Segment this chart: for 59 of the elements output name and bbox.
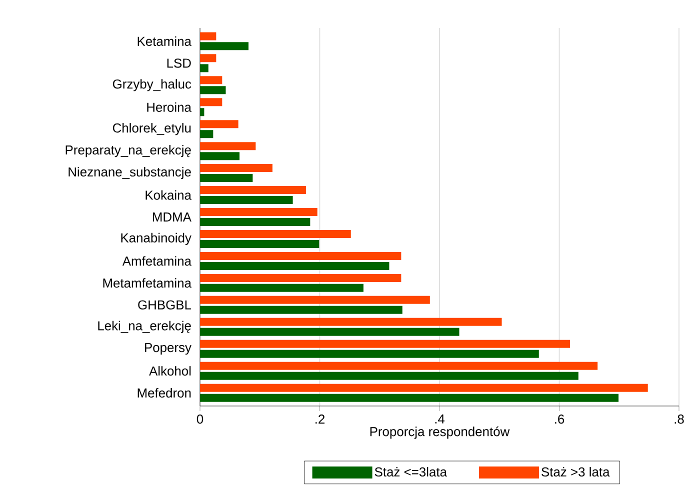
bar xyxy=(200,340,570,348)
bar xyxy=(200,328,460,336)
y-tick-label: Popersy xyxy=(145,343,192,355)
bar xyxy=(200,120,238,128)
bar xyxy=(200,108,204,116)
legend-label: Staż >3 lata xyxy=(542,467,610,477)
bar xyxy=(200,130,214,138)
bar xyxy=(200,230,351,238)
x-tick-label: .6 xyxy=(555,414,564,424)
y-tick-label: Amfetamina xyxy=(122,256,192,266)
y-tick-label: GHBGBL xyxy=(138,300,192,310)
bar xyxy=(200,262,390,270)
bar xyxy=(200,284,364,292)
y-tick-label: Preparaty_na_erekcję xyxy=(66,145,191,158)
bar xyxy=(200,208,318,216)
y-tick-label: Nieznane_substancje xyxy=(68,167,191,180)
y-tick-label: Leki_na_erekcję xyxy=(98,320,191,333)
x-axis-title: Proporcja respondentów xyxy=(370,426,510,439)
y-tick-label: Kokaina xyxy=(146,190,192,200)
bar xyxy=(200,76,222,84)
bar xyxy=(200,252,402,260)
bar xyxy=(200,240,320,248)
bar xyxy=(200,174,253,182)
bar xyxy=(200,318,502,326)
x-tick-label: .8 xyxy=(674,414,684,424)
bar xyxy=(200,32,216,40)
bar xyxy=(200,86,226,94)
bar xyxy=(200,350,539,358)
y-tick-label: Metamfetamina xyxy=(103,278,192,288)
bar xyxy=(200,384,648,392)
y-tick-label: Kanabinoidy xyxy=(121,232,192,246)
bar xyxy=(200,186,306,194)
legend-label: Staż <=3lata xyxy=(374,467,447,477)
x-tick-label: 0 xyxy=(196,414,204,424)
y-tick-label: MDMA xyxy=(152,212,192,222)
bar xyxy=(200,196,293,204)
bar xyxy=(200,64,208,72)
bar xyxy=(200,306,402,314)
bar xyxy=(200,164,272,172)
x-tick-label: .2 xyxy=(316,414,324,424)
y-tick-label: Chlorek_etylu xyxy=(112,123,191,136)
bar xyxy=(200,54,216,62)
bar xyxy=(200,98,222,106)
bar xyxy=(200,394,619,402)
y-tick-label: Mefedron xyxy=(138,388,191,398)
y-tick-label: LSD xyxy=(167,58,191,68)
bar xyxy=(200,42,248,50)
y-tick-label: Alkohol xyxy=(149,366,191,376)
y-tick-label: Heroina xyxy=(147,102,192,112)
bar xyxy=(200,362,598,370)
y-tick-label: Ketamina xyxy=(138,36,192,46)
bar xyxy=(200,296,430,304)
bar xyxy=(200,372,578,380)
bar xyxy=(200,274,402,282)
bar xyxy=(200,142,256,150)
x-tick-label: .4 xyxy=(435,414,445,424)
bar xyxy=(200,218,310,226)
y-tick-label: Grzyby_haluc xyxy=(112,79,192,92)
bar xyxy=(200,152,240,160)
